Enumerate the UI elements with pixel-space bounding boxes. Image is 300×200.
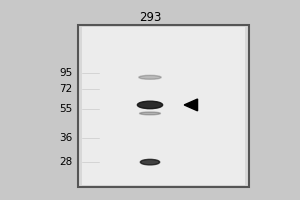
Ellipse shape — [139, 75, 161, 79]
Text: 95: 95 — [59, 68, 73, 78]
Text: 293: 293 — [139, 11, 161, 24]
Text: 55: 55 — [59, 104, 73, 114]
FancyBboxPatch shape — [78, 25, 249, 187]
Text: 36: 36 — [59, 133, 73, 143]
Polygon shape — [184, 99, 198, 111]
Text: 72: 72 — [59, 84, 73, 94]
Ellipse shape — [140, 159, 160, 165]
Ellipse shape — [137, 101, 163, 109]
Ellipse shape — [140, 112, 160, 115]
FancyBboxPatch shape — [82, 27, 245, 185]
Text: 28: 28 — [59, 157, 73, 167]
